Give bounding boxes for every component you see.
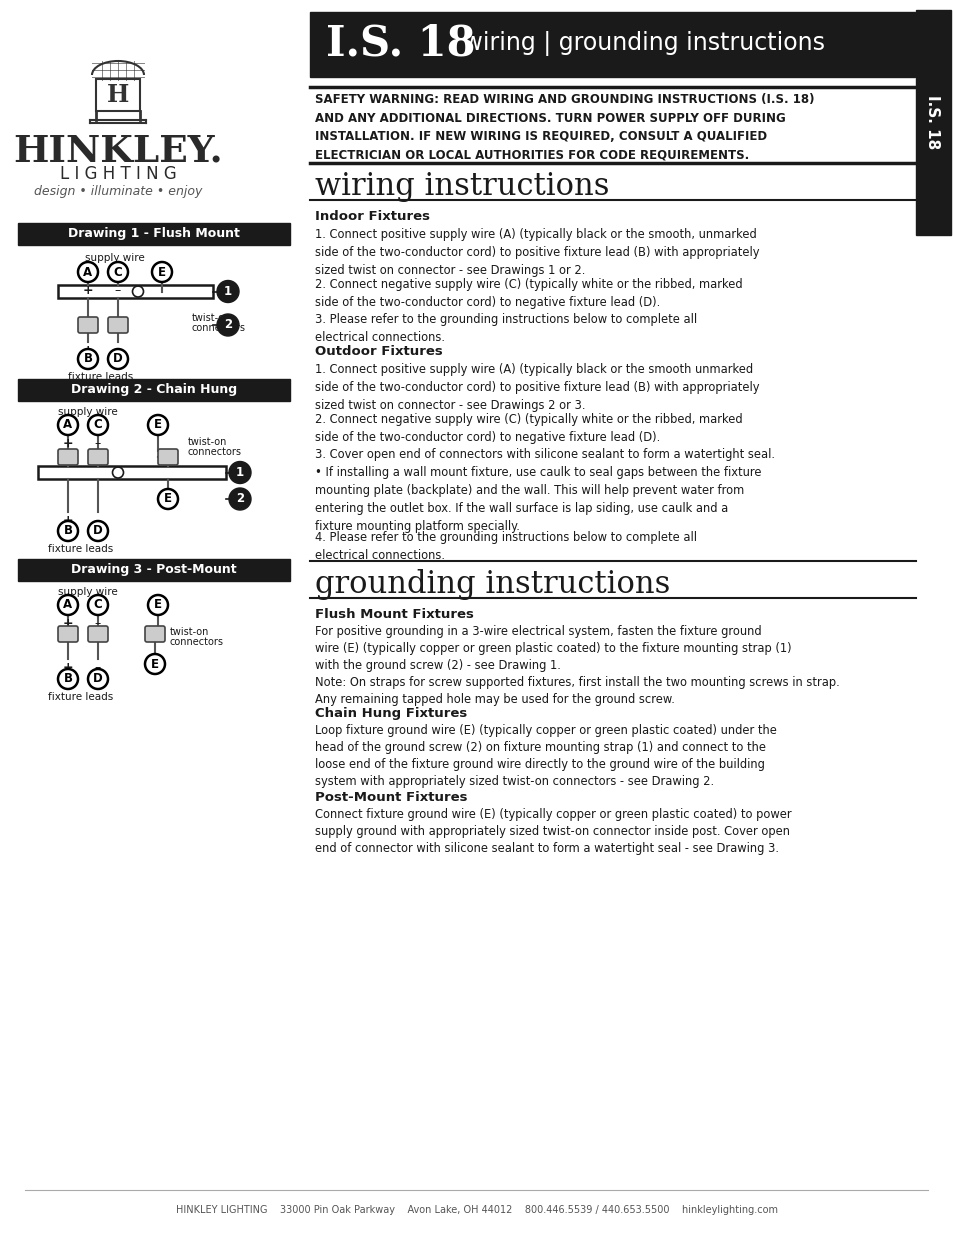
Text: 1: 1 bbox=[224, 285, 232, 298]
Circle shape bbox=[148, 415, 168, 435]
Text: C: C bbox=[113, 266, 122, 279]
Text: Chain Hung Fixtures: Chain Hung Fixtures bbox=[314, 706, 467, 720]
Text: E: E bbox=[151, 657, 159, 671]
Text: Drawing 1 - Flush Mount: Drawing 1 - Flush Mount bbox=[68, 227, 240, 241]
Text: +: + bbox=[63, 661, 73, 674]
Bar bbox=[58, 285, 213, 298]
Text: 1. Connect positive supply wire (A) (typically black or the smooth, unmarked
sid: 1. Connect positive supply wire (A) (typ… bbox=[314, 228, 759, 277]
Circle shape bbox=[88, 669, 108, 689]
Circle shape bbox=[58, 669, 78, 689]
Text: C: C bbox=[93, 599, 102, 611]
Text: C: C bbox=[93, 419, 102, 431]
Circle shape bbox=[88, 595, 108, 615]
Bar bbox=[38, 466, 226, 479]
Text: HINKLEY.: HINKLEY. bbox=[13, 133, 223, 170]
Text: Flush Mount Fixtures: Flush Mount Fixtures bbox=[314, 608, 474, 621]
Text: –: – bbox=[94, 618, 101, 630]
Circle shape bbox=[158, 489, 178, 509]
Text: 1. Connect positive supply wire (A) (typically black or the smooth unmarked
side: 1. Connect positive supply wire (A) (typ… bbox=[314, 363, 759, 412]
Bar bbox=[310, 12, 914, 77]
Text: I.S. 18: I.S. 18 bbox=[924, 95, 940, 149]
Text: wiring instructions: wiring instructions bbox=[314, 170, 609, 203]
Text: twist-on: twist-on bbox=[192, 312, 232, 324]
Circle shape bbox=[108, 262, 128, 282]
Text: B: B bbox=[64, 673, 72, 685]
Text: Loop fixture ground wire (E) (typically copper or green plastic coated) under th: Loop fixture ground wire (E) (typically … bbox=[314, 724, 776, 788]
Circle shape bbox=[229, 462, 251, 483]
Bar bbox=[18, 559, 290, 580]
Text: +: + bbox=[63, 514, 73, 527]
Text: +: + bbox=[83, 345, 93, 357]
Text: HINKLEY LIGHTING    33000 Pin Oak Parkway    Avon Lake, OH 44012    800.446.5539: HINKLEY LIGHTING 33000 Pin Oak Parkway A… bbox=[175, 1205, 778, 1215]
FancyBboxPatch shape bbox=[58, 450, 78, 466]
Text: connectors: connectors bbox=[188, 447, 242, 457]
Text: A: A bbox=[63, 599, 72, 611]
Text: I.S. 18: I.S. 18 bbox=[326, 22, 475, 64]
Circle shape bbox=[58, 521, 78, 541]
Bar bbox=[18, 379, 290, 401]
Text: supply wire: supply wire bbox=[58, 408, 118, 417]
Bar bbox=[96, 79, 140, 111]
Text: 1: 1 bbox=[235, 466, 244, 479]
FancyBboxPatch shape bbox=[145, 626, 165, 642]
Text: E: E bbox=[153, 599, 162, 611]
Text: –: – bbox=[114, 345, 121, 357]
Circle shape bbox=[145, 655, 165, 674]
Circle shape bbox=[78, 262, 98, 282]
Text: fixture leads: fixture leads bbox=[49, 692, 113, 701]
Text: L I G H T I N G: L I G H T I N G bbox=[59, 165, 176, 183]
Text: design • illuminate • enjoy: design • illuminate • enjoy bbox=[33, 185, 202, 198]
Text: wiring | grounding instructions: wiring | grounding instructions bbox=[456, 31, 824, 56]
Bar bbox=[18, 224, 290, 245]
Text: supply wire: supply wire bbox=[58, 587, 118, 597]
Text: D: D bbox=[93, 525, 103, 537]
Circle shape bbox=[216, 280, 239, 303]
Text: 4. Please refer to the grounding instructions below to complete all
electrical c: 4. Please refer to the grounding instruc… bbox=[314, 531, 697, 562]
Text: –: – bbox=[94, 437, 101, 450]
FancyBboxPatch shape bbox=[88, 450, 108, 466]
Circle shape bbox=[88, 521, 108, 541]
Text: fixture leads: fixture leads bbox=[69, 372, 133, 382]
Text: A: A bbox=[63, 419, 72, 431]
Text: +: + bbox=[83, 284, 93, 296]
Text: 2: 2 bbox=[224, 319, 232, 331]
Text: –: – bbox=[94, 661, 101, 674]
Text: twist-on: twist-on bbox=[170, 627, 209, 637]
Text: B: B bbox=[84, 352, 92, 366]
Text: A: A bbox=[83, 266, 92, 279]
Circle shape bbox=[229, 488, 251, 510]
Text: 2. Connect negative supply wire (C) (typically white or the ribbed, marked
side : 2. Connect negative supply wire (C) (typ… bbox=[314, 412, 741, 445]
Text: Connect fixture ground wire (E) (typically copper or green plastic coated) to po: Connect fixture ground wire (E) (typical… bbox=[314, 808, 791, 855]
Circle shape bbox=[216, 314, 239, 336]
Text: Drawing 2 - Chain Hung: Drawing 2 - Chain Hung bbox=[71, 384, 236, 396]
Text: grounding instructions: grounding instructions bbox=[314, 569, 670, 600]
Text: Outdoor Fixtures: Outdoor Fixtures bbox=[314, 345, 442, 358]
Text: connectors: connectors bbox=[192, 324, 246, 333]
Bar bbox=[915, 10, 950, 235]
Text: E: E bbox=[164, 493, 172, 505]
Text: 3. Cover open end of connectors with silicone sealant to form a watertight seal.: 3. Cover open end of connectors with sil… bbox=[314, 448, 774, 461]
Text: fixture leads: fixture leads bbox=[49, 543, 113, 555]
FancyBboxPatch shape bbox=[158, 450, 178, 466]
Text: Drawing 3 - Post-Mount: Drawing 3 - Post-Mount bbox=[71, 563, 236, 577]
Text: 3. Please refer to the grounding instructions below to complete all
electrical c: 3. Please refer to the grounding instruc… bbox=[314, 312, 697, 345]
Text: • If installing a wall mount fixture, use caulk to seal gaps between the fixture: • If installing a wall mount fixture, us… bbox=[314, 466, 760, 534]
Text: supply wire: supply wire bbox=[85, 253, 145, 263]
Text: For positive grounding in a 3-wire electrical system, fasten the fixture ground
: For positive grounding in a 3-wire elect… bbox=[314, 625, 839, 706]
FancyBboxPatch shape bbox=[88, 626, 108, 642]
Text: D: D bbox=[113, 352, 123, 366]
Text: –: – bbox=[114, 284, 121, 296]
Text: connectors: connectors bbox=[170, 637, 224, 647]
Text: SAFETY WARNING: READ WIRING AND GROUNDING INSTRUCTIONS (I.S. 18)
AND ANY ADDITIO: SAFETY WARNING: READ WIRING AND GROUNDIN… bbox=[314, 93, 814, 162]
Text: +: + bbox=[63, 437, 73, 450]
FancyBboxPatch shape bbox=[78, 317, 98, 333]
Text: Post-Mount Fixtures: Post-Mount Fixtures bbox=[314, 790, 467, 804]
Circle shape bbox=[58, 595, 78, 615]
Circle shape bbox=[148, 595, 168, 615]
Text: H: H bbox=[107, 83, 129, 107]
Text: twist-on: twist-on bbox=[188, 437, 227, 447]
Text: 2: 2 bbox=[235, 493, 244, 505]
Circle shape bbox=[78, 350, 98, 369]
Text: B: B bbox=[64, 525, 72, 537]
Text: +: + bbox=[63, 618, 73, 630]
